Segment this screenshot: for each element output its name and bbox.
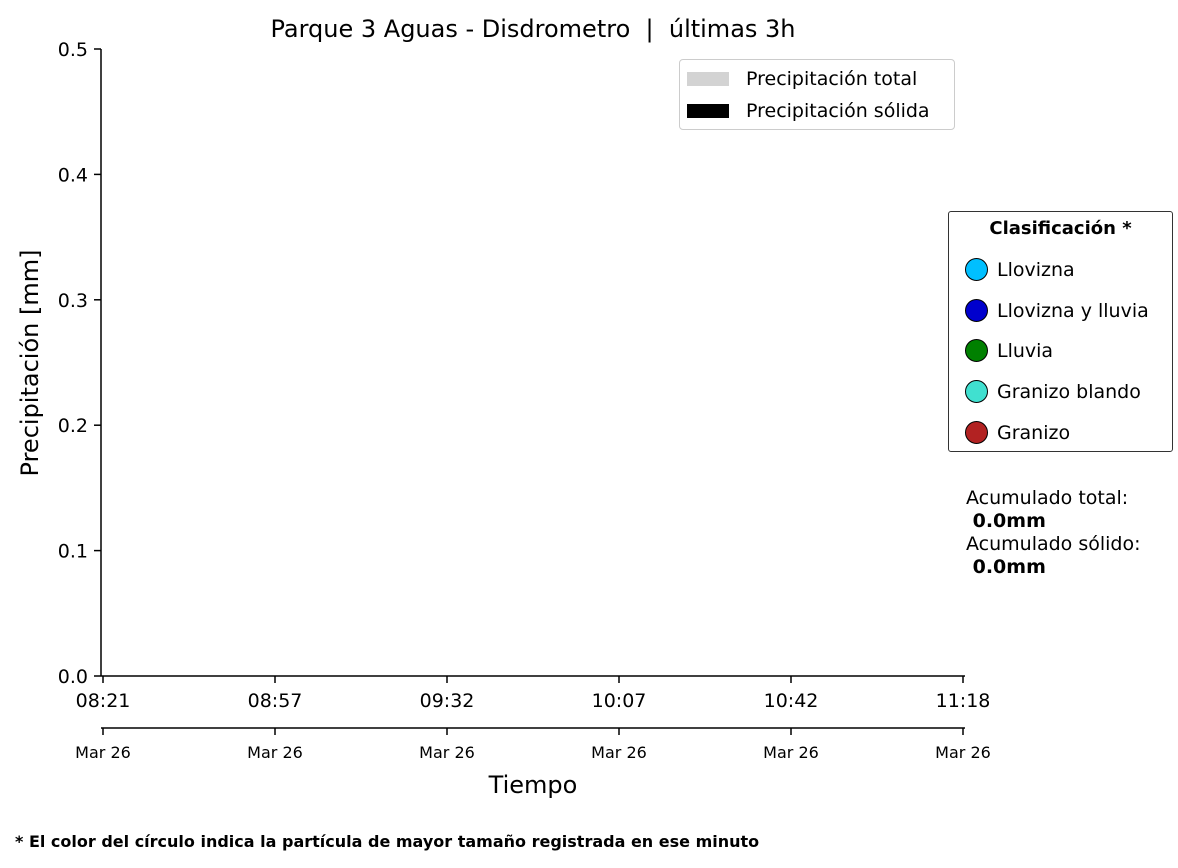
classification-item: Granizo [965,421,1070,444]
legend-label-solid: Precipitación sólida [746,100,930,122]
chart-title: Parque 3 Aguas - Disdrometro | últimas 3… [270,15,795,43]
y-tick-label: 0.4 [58,164,88,186]
classification-item: Granizo blando [965,380,1141,403]
x-tick-label: 08:21 [76,690,131,712]
accumulated-summary: Acumulado total: 0.0mm Acumulado sólido:… [966,487,1141,579]
classification-label: Granizo blando [997,380,1141,403]
y-tick-label: 0.0 [58,666,88,688]
accumulated-total-label: Acumulado total: [966,487,1129,509]
legend-item-total: Precipitación total [687,68,917,90]
accumulated-solid-label: Acumulado sólido: [966,533,1141,555]
date-tick-label: Mar 26 [247,743,303,762]
circle-icon [965,299,988,322]
series-legend: Precipitación total Precipitación sólida [679,59,955,130]
x-tick-label: 11:18 [936,690,991,712]
y-tick-label: 0.1 [58,541,88,563]
accumulated-total-value: 0.0mm [966,510,1046,532]
y-ticks: 0.0 0.1 0.2 0.3 0.4 0.5 [58,39,101,688]
classification-label: Lluvia [997,339,1054,362]
y-tick-label: 0.2 [58,415,88,437]
date-tick-label: Mar 26 [75,743,131,762]
footnote: * El color del círculo indica la partícu… [15,832,760,851]
circle-icon [965,380,988,403]
classification-item: Llovizna y lluvia [965,299,1149,322]
legend-item-solid: Precipitación sólida [687,100,930,122]
accumulated-solid-value: 0.0mm [966,556,1046,578]
y-tick-label: 0.3 [58,290,88,312]
x-tick-label: 08:57 [248,690,303,712]
x-tick-label: 09:32 [420,690,475,712]
classification-label: Llovizna [997,258,1075,281]
circle-icon [965,339,988,362]
classification-item: Lluvia [965,339,1053,362]
classification-title: Clasificación * [989,218,1132,239]
x-tick-label: 10:42 [764,690,819,712]
x-ticks: 08:21 Mar 26 08:57 Mar 26 09:32 Mar 26 10:07 Ma… [75,676,991,762]
date-tick-label: Mar 26 [763,743,819,762]
x-axis-label: Tiempo [488,771,578,799]
classification-item: Llovizna [965,258,1075,281]
y-axis-label: Precipitación [mm] [16,250,44,477]
legend-swatch-solid [687,104,729,118]
legend-swatch-total [687,72,729,86]
classification-legend: Clasificación * Llovizna Llovizna y lluv… [948,211,1173,452]
legend-label-total: Precipitación total [746,68,918,90]
circle-icon [965,258,988,281]
date-tick-label: Mar 26 [419,743,475,762]
date-tick-label: Mar 26 [935,743,991,762]
classification-label: Granizo [997,421,1071,444]
date-tick-label: Mar 26 [591,743,647,762]
circle-icon [965,421,988,444]
classification-label: Llovizna y lluvia [997,299,1149,322]
x-tick-label: 10:07 [592,690,647,712]
y-tick-label: 0.5 [58,39,88,61]
